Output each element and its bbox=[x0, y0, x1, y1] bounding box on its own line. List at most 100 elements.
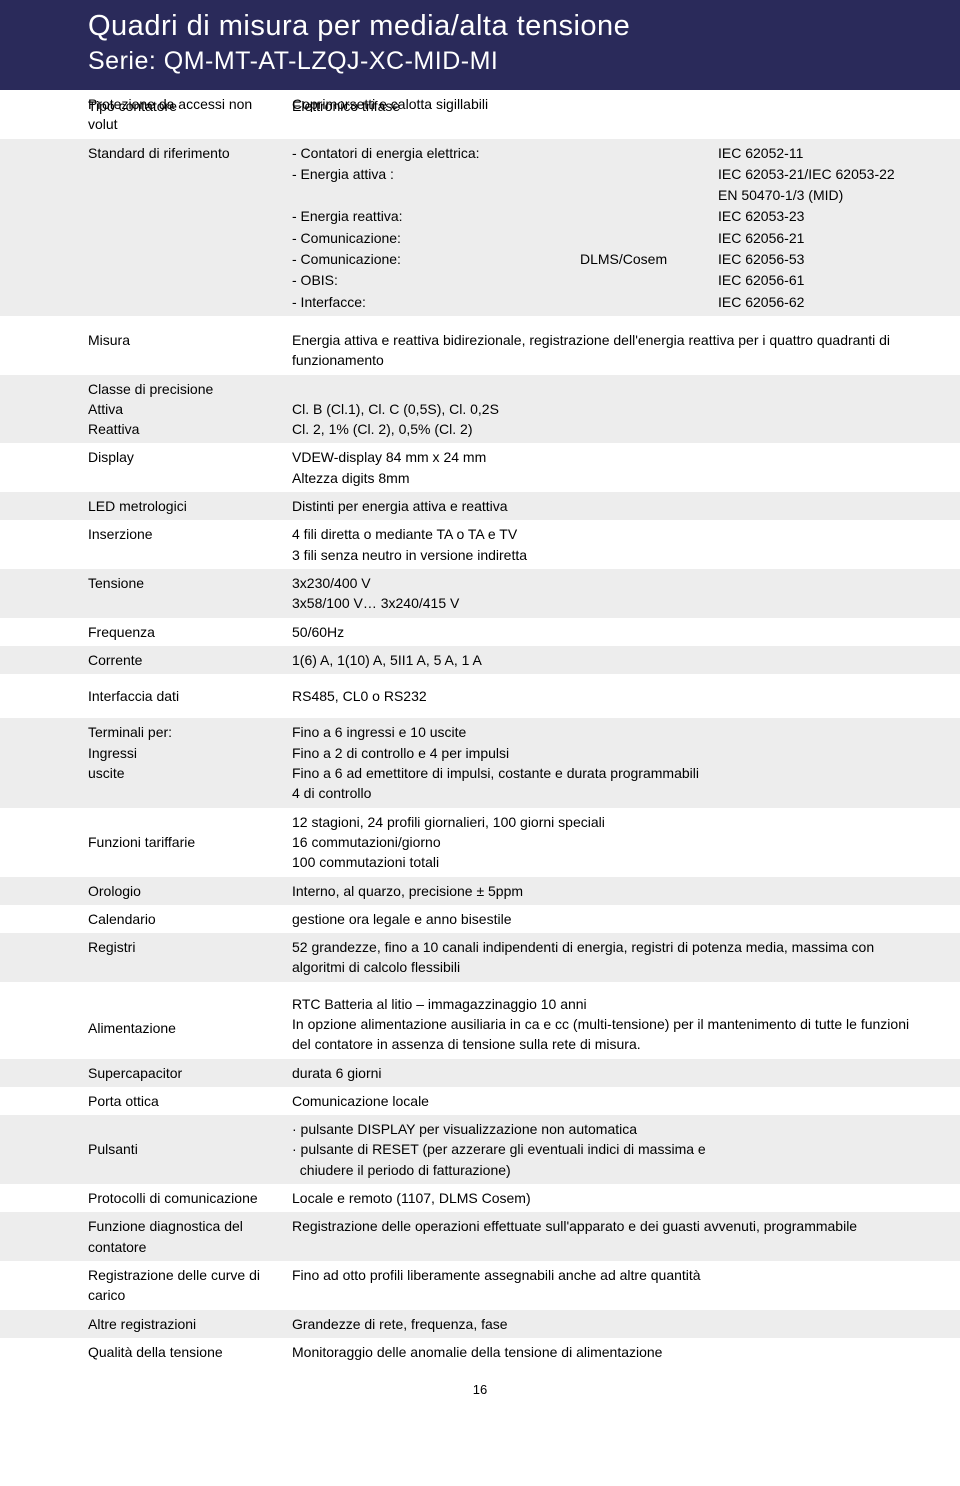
row-value: Interno, al quarzo, precisione ± 5ppm bbox=[292, 877, 960, 905]
table-row: Calendario gestione ora legale e anno bi… bbox=[0, 905, 960, 933]
row-value: Fino a 6 ad emettitore di impulsi, costa… bbox=[292, 763, 920, 783]
std-a: - Interfacce: bbox=[292, 292, 572, 312]
row-value: 1(6) A, 1(10) A, 5II1 A, 5 A, 1 A bbox=[292, 646, 960, 674]
table-row: Qualità della tensione Monitoraggio dell… bbox=[0, 1338, 960, 1366]
row-value: 3x230/400 V bbox=[292, 573, 920, 593]
row-value: · pulsante di RESET (per azzerare gli ev… bbox=[292, 1139, 920, 1159]
row-label: Calendario bbox=[0, 905, 292, 933]
page-number: 16 bbox=[0, 1366, 960, 1409]
row-value: Comunicazione locale bbox=[292, 1087, 960, 1115]
std-a: - Energia attiva : bbox=[292, 164, 572, 184]
row-label: Classe di precisione bbox=[88, 379, 284, 399]
row-value: VDEW-display 84 mm x 24 mm bbox=[292, 447, 920, 467]
table-row: Registri 52 grandezze, fino a 10 canali … bbox=[0, 933, 960, 982]
row-value: Grandezze di rete, frequenza, fase bbox=[292, 1310, 960, 1338]
std-a: - Comunicazione: bbox=[292, 228, 572, 248]
std-c: EN 50470-1/3 (MID) bbox=[718, 185, 920, 205]
row-label: Registrazione delle curve di carico bbox=[0, 1261, 292, 1310]
row-value: 4 fili diretta o mediante TA o TA e TV bbox=[292, 524, 920, 544]
row-label: Inserzione bbox=[0, 520, 292, 548]
row-label: Protezione da accessi non volut bbox=[0, 90, 292, 139]
table-row: Frequenza 50/60Hz bbox=[0, 618, 960, 646]
table-row: LED metrologici Distinti per energia att… bbox=[0, 492, 960, 520]
table-row: Protocolli di comunicazione Locale e rem… bbox=[0, 1184, 960, 1212]
row-value: 12 stagioni, 24 profili giornalieri, 100… bbox=[292, 812, 920, 832]
std-a: - Energia reattiva: bbox=[292, 206, 572, 226]
std-c: IEC 62053-23 bbox=[718, 206, 920, 226]
table-row: Funzione diagnostica del contatore Regis… bbox=[0, 1212, 960, 1261]
row-value: 50/60Hz bbox=[292, 618, 960, 646]
table-row: Altre registrazioni Grandezze di rete, f… bbox=[0, 1310, 960, 1338]
row-value: Locale e remoto (1107, DLMS Cosem) bbox=[292, 1184, 960, 1212]
row-value: gestione ora legale e anno bisestile bbox=[292, 905, 960, 933]
row-label: Terminali per: bbox=[88, 722, 284, 742]
row-label: Porta ottica bbox=[0, 1087, 292, 1115]
row-sublabel: uscite bbox=[88, 763, 284, 783]
std-c: IEC 62052-11 bbox=[718, 143, 920, 163]
row-value: chiudere il periodo di fatturazione) bbox=[292, 1160, 920, 1180]
row-value: In opzione alimentazione ausiliaria in c… bbox=[292, 1014, 920, 1055]
row-label: Display bbox=[0, 443, 292, 471]
row-value: Cl. 2, 1% (Cl. 2), 0,5% (Cl. 2) bbox=[292, 419, 920, 439]
row-label: Orologio bbox=[0, 877, 292, 905]
std-c: IEC 62056-53 bbox=[718, 249, 920, 269]
header-title-1: Quadri di misura per media/alta tensione bbox=[88, 10, 960, 43]
table-row: Classe di precisione Attiva Reattiva Cl.… bbox=[0, 375, 960, 444]
table-row: Funzioni tariffarie 12 stagioni, 24 prof… bbox=[0, 808, 960, 877]
std-c: IEC 62056-21 bbox=[718, 228, 920, 248]
std-a: - Contatori di energia elettrica: bbox=[292, 143, 572, 163]
table-row: Tipo contatore Protezione da accessi non… bbox=[0, 90, 960, 139]
row-label: Corrente bbox=[0, 646, 292, 674]
std-b: DLMS/Cosem bbox=[580, 249, 710, 269]
row-label: Funzione diagnostica del contatore bbox=[0, 1212, 292, 1261]
std-a: - Comunicazione: bbox=[292, 249, 572, 269]
row-label: Registri bbox=[0, 933, 292, 961]
row-value: RS485, CL0 o RS232 bbox=[292, 682, 960, 710]
row-value: 100 commutazioni totali bbox=[292, 852, 920, 872]
row-value: Monitoraggio delle anomalie della tensio… bbox=[292, 1338, 960, 1366]
row-value: 3x58/100 V… 3x240/415 V bbox=[292, 593, 920, 613]
table-row: Standard di riferimento - Contatori di e… bbox=[0, 139, 960, 316]
table-row: Tensione 3x230/400 V 3x58/100 V… 3x240/4… bbox=[0, 569, 960, 618]
spec-table: Tipo contatore Protezione da accessi non… bbox=[0, 90, 960, 1366]
std-a: - OBIS: bbox=[292, 270, 572, 290]
row-label: Tensione bbox=[0, 569, 292, 597]
row-value: 16 commutazioni/giorno bbox=[292, 832, 920, 852]
std-c: IEC 62053-21/IEC 62053-22 bbox=[718, 164, 920, 184]
row-label: Standard di riferimento bbox=[0, 139, 292, 167]
row-value: Fino a 6 ingressi e 10 uscite bbox=[292, 722, 920, 742]
table-row: Terminali per: Ingressi uscite Fino a 6 … bbox=[0, 718, 960, 807]
table-row: Registrazione delle curve di carico Fino… bbox=[0, 1261, 960, 1310]
row-label: LED metrologici bbox=[0, 492, 292, 520]
table-row: Interfaccia dati RS485, CL0 o RS232 bbox=[0, 674, 960, 718]
table-row: Alimentazione RTC Batteria al litio – im… bbox=[0, 982, 960, 1059]
table-row: Misura Energia attiva e reattiva bidirez… bbox=[0, 316, 960, 375]
header-title-2: Serie: QM-MT-AT-LZQJ-XC-MID-MI bbox=[88, 47, 960, 76]
row-sublabel: Reattiva bbox=[88, 419, 284, 439]
row-value: Fino a 2 di controllo e 4 per impulsi bbox=[292, 743, 920, 763]
row-value: Registrazione delle operazioni effettuat… bbox=[292, 1212, 960, 1240]
row-value: 3 fili senza neutro in versione indirett… bbox=[292, 545, 920, 565]
row-value: Coprimorsetti e calotta sigillabili bbox=[292, 90, 920, 118]
row-label: Altre registrazioni bbox=[0, 1310, 292, 1338]
row-value: 4 di controllo bbox=[292, 783, 920, 803]
row-sublabel: Ingressi bbox=[88, 743, 284, 763]
table-row: Orologio Interno, al quarzo, precisione … bbox=[0, 877, 960, 905]
table-row: Supercapacitor durata 6 giorni bbox=[0, 1059, 960, 1087]
table-row: Pulsanti · pulsante DISPLAY per visualiz… bbox=[0, 1115, 960, 1184]
table-row: Corrente 1(6) A, 1(10) A, 5II1 A, 5 A, 1… bbox=[0, 646, 960, 674]
row-label: Interfaccia dati bbox=[0, 682, 292, 710]
row-label: Supercapacitor bbox=[0, 1059, 292, 1087]
row-value: durata 6 giorni bbox=[292, 1059, 960, 1087]
row-value: Cl. B (Cl.1), Cl. C (0,5S), Cl. 0,2S bbox=[292, 399, 920, 419]
standards-grid: - Contatori di energia elettrica: IEC 620… bbox=[292, 143, 920, 312]
std-c: IEC 62056-62 bbox=[718, 292, 920, 312]
row-label: Qualità della tensione bbox=[0, 1338, 292, 1366]
row-label: Funzioni tariffarie bbox=[0, 808, 292, 856]
row-sublabel: Attiva bbox=[88, 399, 284, 419]
row-value: Fino ad otto profili liberamente assegna… bbox=[292, 1261, 960, 1289]
row-value: Distinti per energia attiva e reattiva bbox=[292, 492, 960, 520]
table-row: Display VDEW-display 84 mm x 24 mm Altez… bbox=[0, 443, 960, 492]
std-c: IEC 62056-61 bbox=[718, 270, 920, 290]
row-value: 52 grandezze, fino a 10 canali indipende… bbox=[292, 933, 960, 982]
